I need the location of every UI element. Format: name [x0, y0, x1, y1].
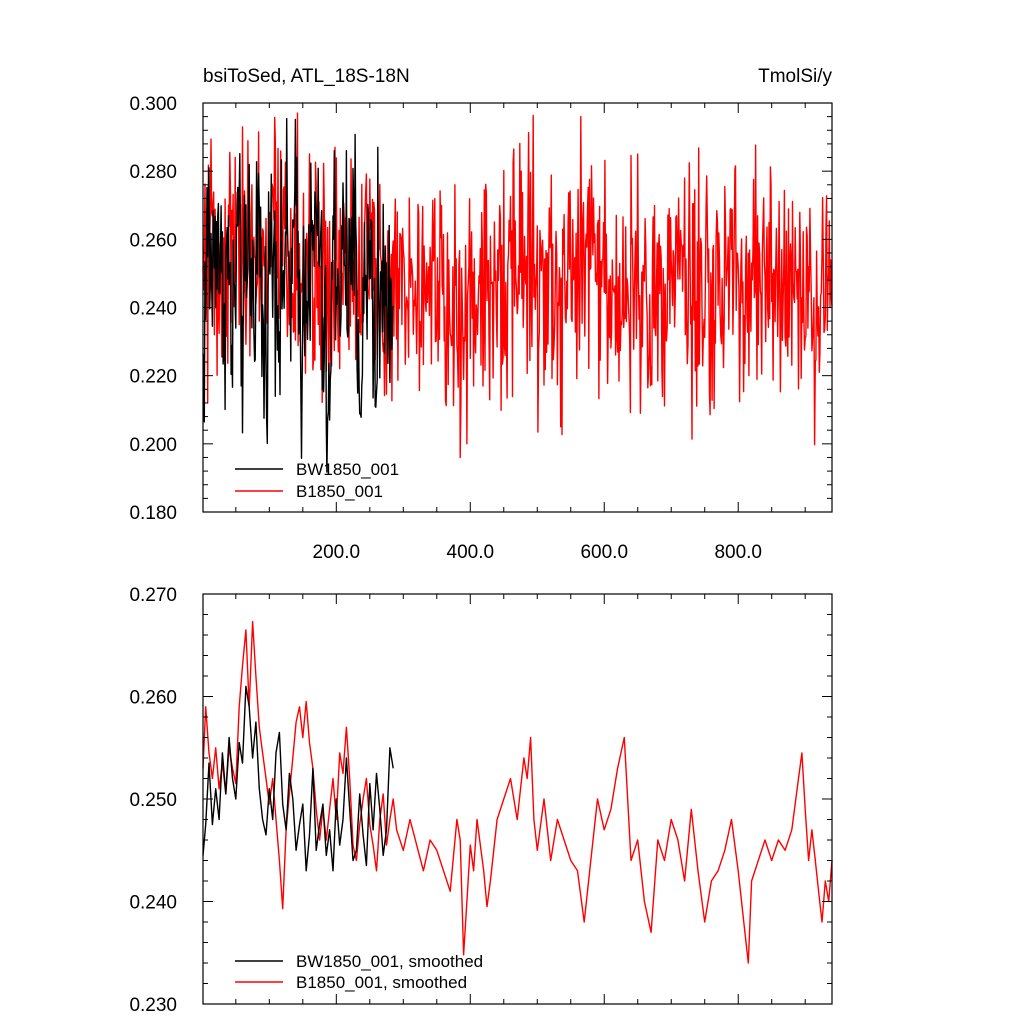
x-tick-label: 600.0	[580, 542, 628, 563]
series-line-bw1850	[202, 685, 394, 872]
panel-raw: bsiToSed, ATL_18S-18N TmolSi/y 0.180 0.20…	[129, 66, 833, 563]
legend-label-b1850-smoothed: B1850_001, smoothed	[296, 973, 467, 992]
legend: BW1850_001 B1850_001	[235, 460, 399, 501]
y-tick-label: 0.220	[129, 367, 177, 388]
y-tick-label: 0.300	[129, 94, 177, 115]
legend-label-bw1850-smoothed: BW1850_001, smoothed	[296, 952, 483, 971]
y-tick-label: 0.230	[129, 995, 177, 1016]
axes: 0.180 0.200 0.220 0.240 0.260 0.280 0.300 200.0…	[129, 94, 832, 563]
x-tick-label: 800.0	[714, 542, 762, 563]
series-line-b1850	[202, 621, 833, 964]
series-line-bw1850	[202, 117, 394, 473]
y-tick-label: 0.260	[129, 230, 177, 251]
y-tick-label: 0.270	[129, 585, 177, 606]
series-group	[202, 112, 833, 473]
legend-label-bw1850: BW1850_001	[296, 460, 399, 479]
x-tick-label: 400.0	[447, 542, 495, 563]
y-tick-label: 0.180	[129, 503, 177, 524]
plot-frame	[202, 593, 833, 1005]
y-tick-label: 0.240	[129, 299, 177, 320]
y-tick-label: 0.260	[129, 688, 177, 709]
legend: BW1850_001, smoothed B1850_001, smoothed	[235, 952, 483, 992]
y-tick-label: 0.250	[129, 790, 177, 811]
panel-smoothed: 0.230 0.240 0.250 0.260 0.270 BW1850_001, sm…	[129, 585, 833, 1016]
y-tick-label: 0.280	[129, 162, 177, 183]
y-tick-label: 0.200	[129, 435, 177, 456]
legend-label-b1850: B1850_001	[296, 482, 383, 501]
y-tick-label: 0.240	[129, 893, 177, 914]
series-group	[202, 621, 833, 964]
chart-title: bsiToSed, ATL_18S-18N	[203, 66, 410, 87]
x-tick-label: 200.0	[313, 542, 361, 563]
axes: 0.230 0.240 0.250 0.260 0.270	[129, 585, 832, 1016]
chart-units: TmolSi/y	[758, 66, 832, 87]
